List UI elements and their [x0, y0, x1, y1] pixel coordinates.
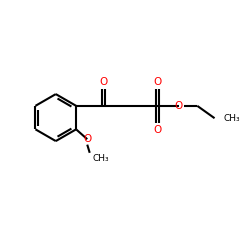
Text: O: O [174, 101, 183, 111]
Text: O: O [99, 76, 108, 86]
Text: O: O [154, 125, 162, 135]
Text: CH₃: CH₃ [224, 114, 240, 123]
Text: O: O [154, 76, 162, 86]
Text: CH₃: CH₃ [92, 154, 109, 163]
Text: O: O [83, 134, 91, 144]
